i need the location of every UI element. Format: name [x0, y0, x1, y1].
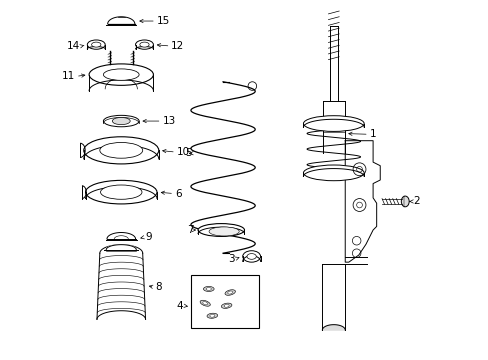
- Ellipse shape: [224, 290, 235, 295]
- Ellipse shape: [103, 69, 139, 80]
- Bar: [190, 275, 258, 328]
- Ellipse shape: [135, 40, 153, 49]
- Text: 15: 15: [157, 16, 170, 26]
- Ellipse shape: [246, 253, 256, 259]
- Text: 9: 9: [145, 232, 151, 242]
- Polygon shape: [100, 245, 142, 253]
- Text: 8: 8: [155, 282, 162, 292]
- Ellipse shape: [203, 287, 214, 292]
- Ellipse shape: [87, 40, 105, 49]
- Ellipse shape: [224, 304, 229, 307]
- Text: 6: 6: [175, 189, 181, 199]
- Text: 14: 14: [67, 41, 80, 51]
- Ellipse shape: [83, 137, 159, 164]
- Ellipse shape: [89, 64, 153, 85]
- Ellipse shape: [206, 313, 217, 318]
- Ellipse shape: [101, 185, 142, 199]
- Ellipse shape: [206, 288, 211, 291]
- Ellipse shape: [227, 291, 232, 294]
- Polygon shape: [107, 17, 135, 24]
- Ellipse shape: [209, 314, 214, 317]
- Ellipse shape: [198, 224, 244, 237]
- Ellipse shape: [401, 196, 408, 207]
- Ellipse shape: [85, 180, 157, 204]
- Text: 11: 11: [61, 71, 75, 81]
- Text: 5: 5: [184, 148, 191, 158]
- Ellipse shape: [91, 42, 101, 47]
- Text: 3: 3: [228, 253, 235, 264]
- Ellipse shape: [103, 115, 139, 127]
- Ellipse shape: [203, 302, 207, 305]
- Polygon shape: [322, 325, 345, 330]
- Ellipse shape: [303, 116, 364, 131]
- Ellipse shape: [208, 227, 239, 236]
- Ellipse shape: [140, 42, 149, 47]
- Polygon shape: [106, 245, 136, 249]
- Ellipse shape: [112, 117, 130, 125]
- Polygon shape: [89, 80, 153, 91]
- Ellipse shape: [200, 300, 210, 306]
- Ellipse shape: [221, 303, 231, 309]
- Ellipse shape: [242, 251, 260, 262]
- Ellipse shape: [303, 165, 364, 181]
- Text: 10: 10: [176, 147, 189, 157]
- Text: 13: 13: [162, 116, 175, 126]
- Text: 4: 4: [176, 301, 183, 311]
- Ellipse shape: [100, 143, 142, 158]
- Text: 12: 12: [171, 41, 184, 51]
- Polygon shape: [107, 233, 135, 239]
- Text: 7: 7: [187, 225, 193, 235]
- Text: 2: 2: [412, 197, 419, 206]
- Polygon shape: [345, 141, 380, 262]
- Text: 1: 1: [369, 129, 375, 139]
